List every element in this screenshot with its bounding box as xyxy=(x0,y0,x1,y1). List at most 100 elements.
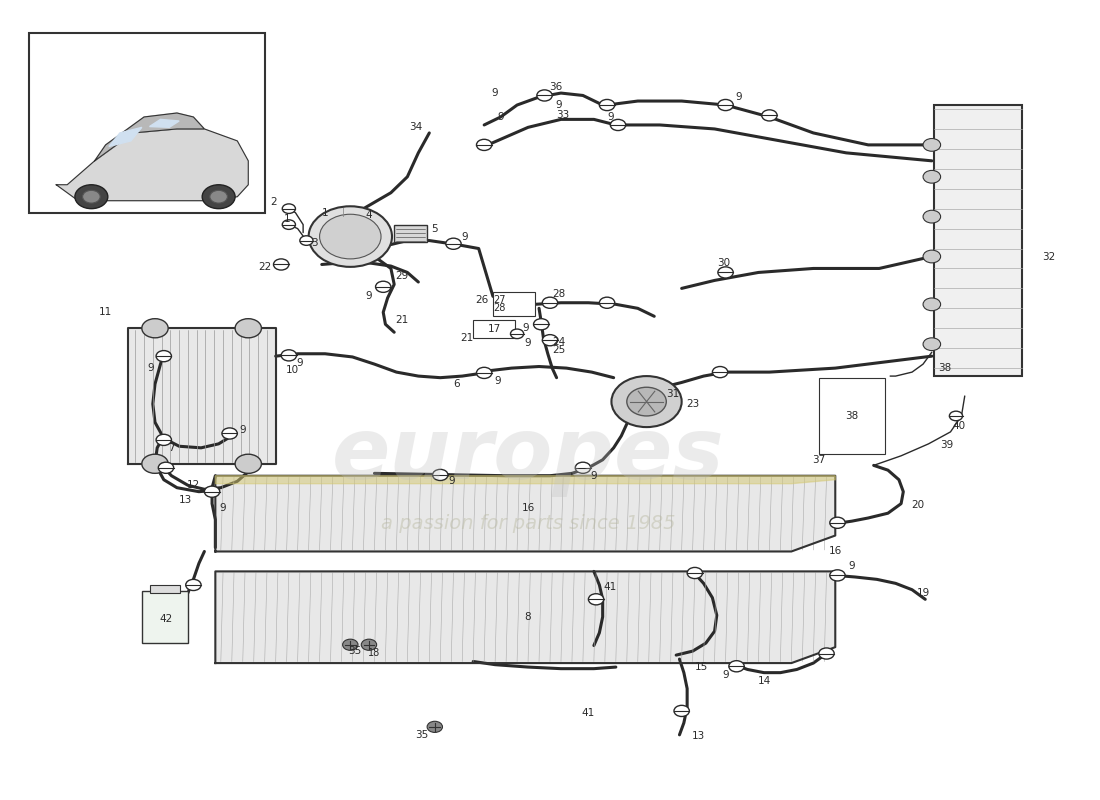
Circle shape xyxy=(235,454,262,474)
Text: 25: 25 xyxy=(552,345,565,354)
Text: 31: 31 xyxy=(667,389,680,398)
Circle shape xyxy=(361,639,376,650)
Text: 20: 20 xyxy=(911,500,924,510)
Text: 9: 9 xyxy=(591,470,597,481)
Text: 14: 14 xyxy=(757,676,771,686)
Polygon shape xyxy=(150,119,179,127)
Circle shape xyxy=(282,350,297,361)
Circle shape xyxy=(222,428,238,439)
Text: 24: 24 xyxy=(552,337,565,347)
Circle shape xyxy=(342,639,358,650)
Circle shape xyxy=(510,329,524,338)
Circle shape xyxy=(762,110,777,121)
Text: 8: 8 xyxy=(525,612,531,622)
Text: 17: 17 xyxy=(487,324,500,334)
Circle shape xyxy=(186,579,201,590)
Bar xyxy=(934,105,1022,376)
Text: 15: 15 xyxy=(695,662,708,672)
Text: 28: 28 xyxy=(552,289,565,299)
Text: 9: 9 xyxy=(297,358,304,368)
Circle shape xyxy=(156,350,172,362)
Text: 19: 19 xyxy=(916,588,930,598)
Text: 2: 2 xyxy=(271,198,277,207)
Text: 3: 3 xyxy=(311,238,318,248)
Text: 1: 1 xyxy=(322,208,329,218)
Circle shape xyxy=(309,206,392,267)
Circle shape xyxy=(432,470,448,481)
Circle shape xyxy=(537,90,552,101)
Circle shape xyxy=(923,170,940,183)
Circle shape xyxy=(688,567,703,578)
Text: 5: 5 xyxy=(431,223,438,234)
Text: a passion for parts since 1985: a passion for parts since 1985 xyxy=(381,514,675,533)
Text: 16: 16 xyxy=(521,502,535,513)
Text: 36: 36 xyxy=(549,82,562,93)
Text: 23: 23 xyxy=(686,399,700,409)
Circle shape xyxy=(718,267,734,278)
Text: 9: 9 xyxy=(147,363,154,373)
Circle shape xyxy=(542,334,558,346)
Text: 9: 9 xyxy=(522,323,529,334)
Circle shape xyxy=(674,706,690,717)
Polygon shape xyxy=(128,328,276,464)
Text: 42: 42 xyxy=(160,614,173,624)
Text: 4: 4 xyxy=(365,210,372,220)
Circle shape xyxy=(142,318,168,338)
Text: 37: 37 xyxy=(812,454,825,465)
Bar xyxy=(473,320,515,338)
Circle shape xyxy=(627,387,667,416)
Polygon shape xyxy=(216,571,835,663)
Text: 9: 9 xyxy=(365,291,372,302)
Text: 9: 9 xyxy=(556,100,562,110)
Text: 18: 18 xyxy=(368,648,381,658)
Circle shape xyxy=(610,119,626,130)
Text: 9: 9 xyxy=(220,502,227,513)
Circle shape xyxy=(320,214,381,259)
Bar xyxy=(818,378,884,454)
Circle shape xyxy=(923,138,940,151)
Circle shape xyxy=(949,411,962,421)
Polygon shape xyxy=(95,113,205,161)
Polygon shape xyxy=(109,127,142,146)
Bar xyxy=(142,591,188,643)
Text: 35: 35 xyxy=(415,730,428,740)
Text: 7: 7 xyxy=(168,443,175,453)
Text: 22: 22 xyxy=(258,262,272,272)
Circle shape xyxy=(283,220,296,230)
Text: |: | xyxy=(342,208,345,217)
Text: 38: 38 xyxy=(845,411,858,421)
Text: 38: 38 xyxy=(938,363,952,373)
Circle shape xyxy=(202,185,235,209)
Text: 9: 9 xyxy=(494,376,501,386)
Circle shape xyxy=(718,99,734,110)
Bar xyxy=(29,34,265,213)
Circle shape xyxy=(600,99,615,110)
Text: 11: 11 xyxy=(99,307,112,318)
Circle shape xyxy=(476,367,492,378)
Circle shape xyxy=(427,722,442,733)
Text: 27: 27 xyxy=(493,294,506,305)
Text: 9: 9 xyxy=(240,426,246,435)
Text: 6: 6 xyxy=(453,379,460,389)
Text: 39: 39 xyxy=(940,441,954,450)
Circle shape xyxy=(923,338,940,350)
Text: 9: 9 xyxy=(497,112,504,122)
Circle shape xyxy=(588,594,604,605)
Polygon shape xyxy=(216,476,835,484)
Circle shape xyxy=(205,486,220,498)
Text: 41: 41 xyxy=(582,707,595,718)
Text: 13: 13 xyxy=(692,731,705,742)
Circle shape xyxy=(575,462,591,474)
Text: 34: 34 xyxy=(409,122,422,132)
Bar xyxy=(493,292,535,316)
Circle shape xyxy=(612,376,682,427)
Text: 9: 9 xyxy=(492,88,498,98)
Text: 16: 16 xyxy=(828,546,842,557)
Text: europes: europes xyxy=(332,414,725,498)
Circle shape xyxy=(300,236,313,246)
Text: 9: 9 xyxy=(723,670,729,680)
Text: 32: 32 xyxy=(1043,251,1056,262)
Text: 30: 30 xyxy=(717,258,730,268)
Text: 10: 10 xyxy=(286,365,299,374)
Circle shape xyxy=(542,297,558,308)
